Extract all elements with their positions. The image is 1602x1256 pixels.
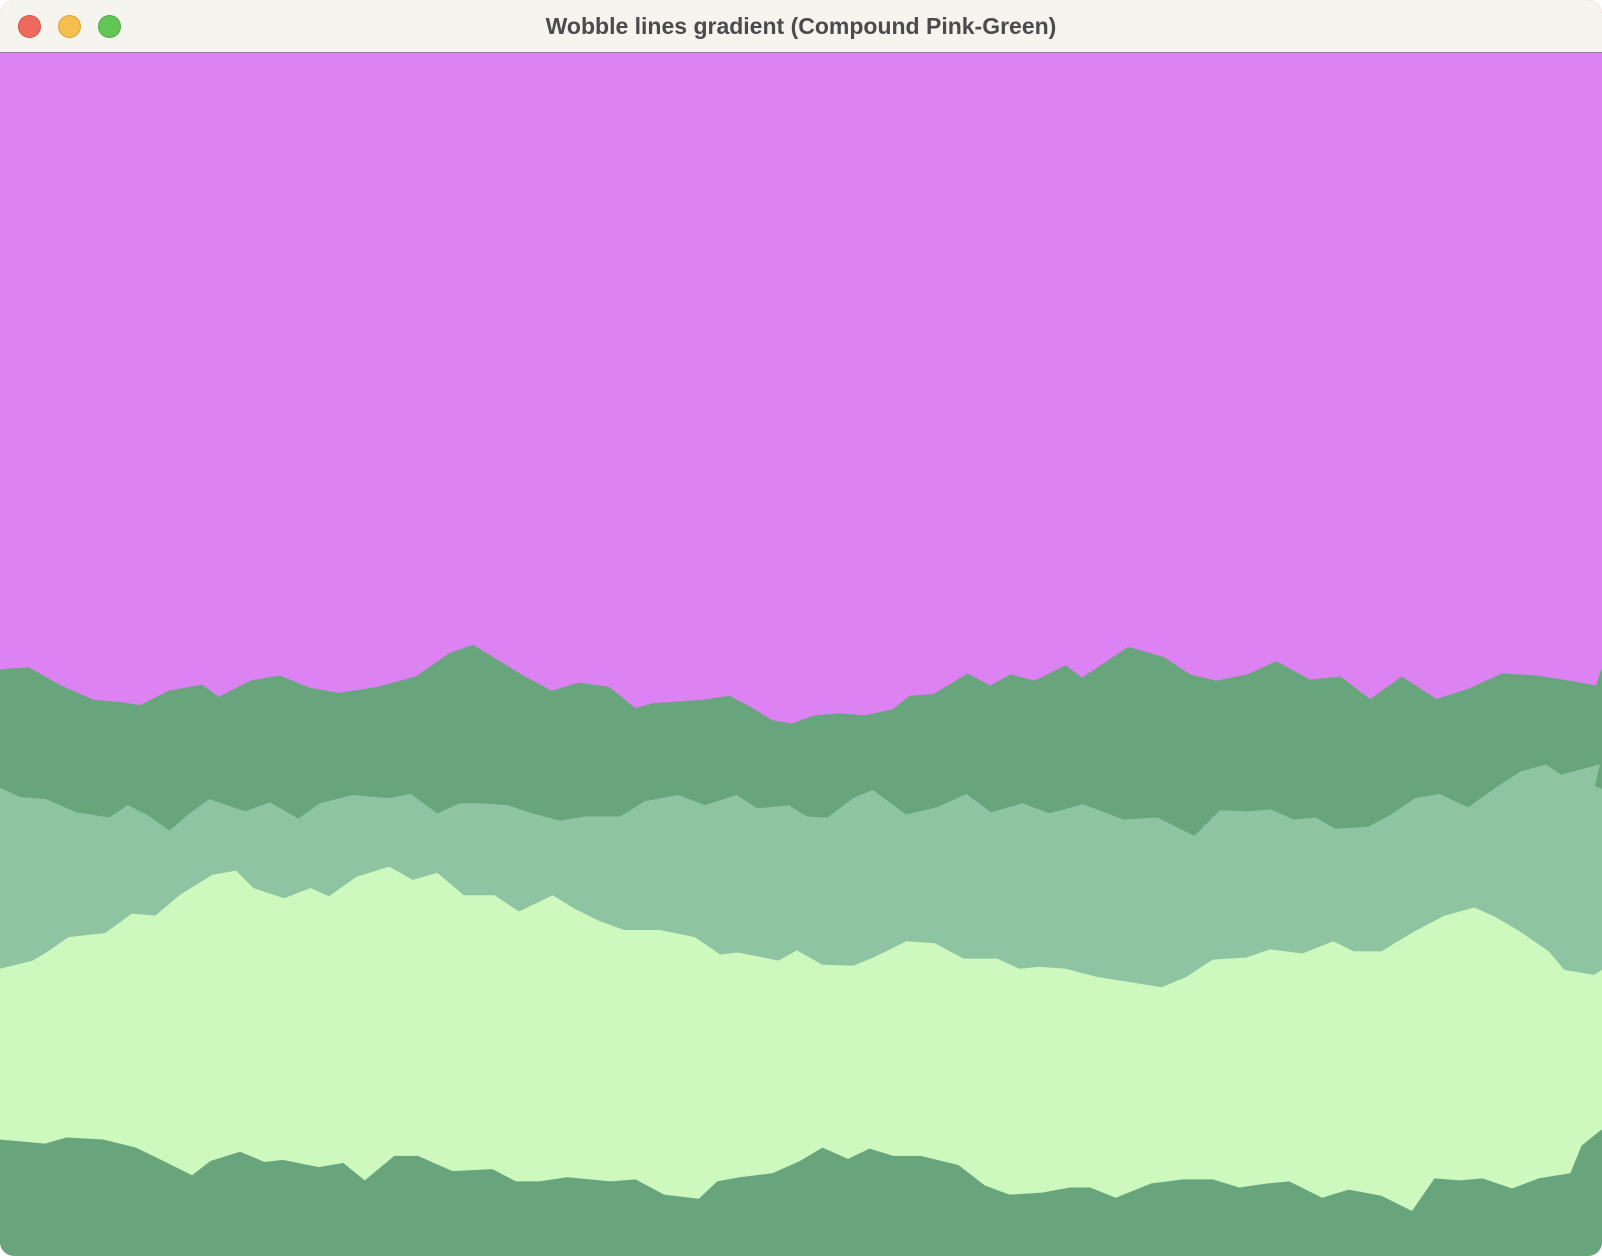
wobble-lines-art bbox=[0, 53, 1602, 1256]
close-button[interactable] bbox=[18, 15, 41, 38]
title-bar[interactable]: Wobble lines gradient (Compound Pink-Gre… bbox=[0, 0, 1602, 53]
minimize-button[interactable] bbox=[58, 15, 81, 38]
window-title: Wobble lines gradient (Compound Pink-Gre… bbox=[545, 13, 1057, 39]
zoom-button[interactable] bbox=[98, 15, 121, 38]
bottom-green-band bbox=[0, 1129, 1602, 1256]
drawing-canvas bbox=[0, 53, 1602, 1256]
